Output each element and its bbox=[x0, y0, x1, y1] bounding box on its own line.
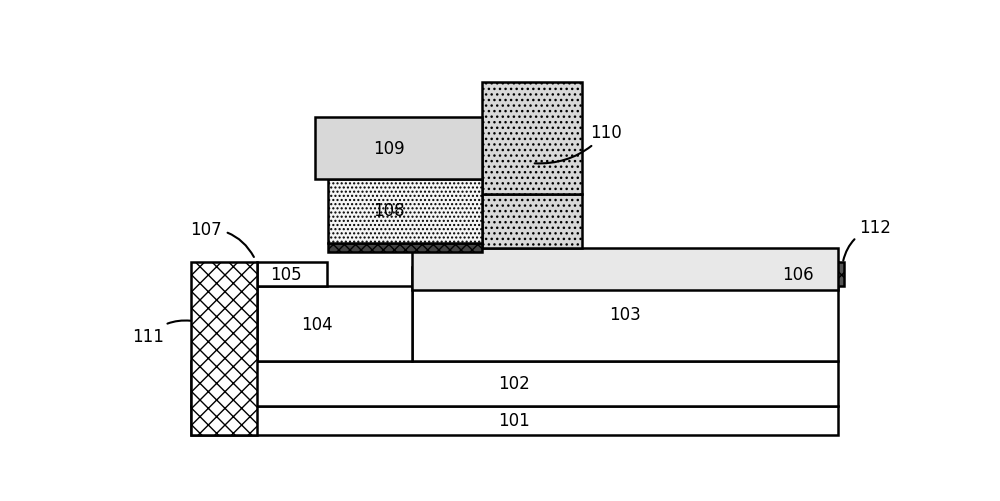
Text: 108: 108 bbox=[373, 202, 404, 220]
Text: 101: 101 bbox=[498, 411, 530, 429]
Text: 107: 107 bbox=[191, 220, 254, 258]
Bar bbox=[836, 262, 844, 287]
Text: 102: 102 bbox=[498, 375, 530, 393]
Bar bbox=[257, 262, 326, 287]
Bar bbox=[191, 361, 838, 406]
Bar bbox=[412, 248, 838, 291]
Bar bbox=[257, 287, 412, 361]
Text: 111: 111 bbox=[132, 321, 190, 346]
Bar bbox=[328, 179, 482, 243]
Bar bbox=[191, 406, 838, 435]
Bar bbox=[315, 118, 482, 179]
Text: 110: 110 bbox=[535, 124, 621, 164]
Bar bbox=[328, 243, 482, 252]
Text: 112: 112 bbox=[843, 218, 891, 261]
Text: 103: 103 bbox=[609, 306, 641, 324]
Bar bbox=[482, 194, 582, 248]
Text: 109: 109 bbox=[373, 139, 404, 157]
Text: 105: 105 bbox=[270, 266, 302, 284]
Bar bbox=[768, 262, 838, 287]
Bar bbox=[412, 268, 838, 361]
Bar bbox=[482, 83, 582, 194]
Text: 106: 106 bbox=[782, 266, 814, 284]
Bar bbox=[191, 262, 257, 435]
Text: 104: 104 bbox=[301, 316, 333, 334]
